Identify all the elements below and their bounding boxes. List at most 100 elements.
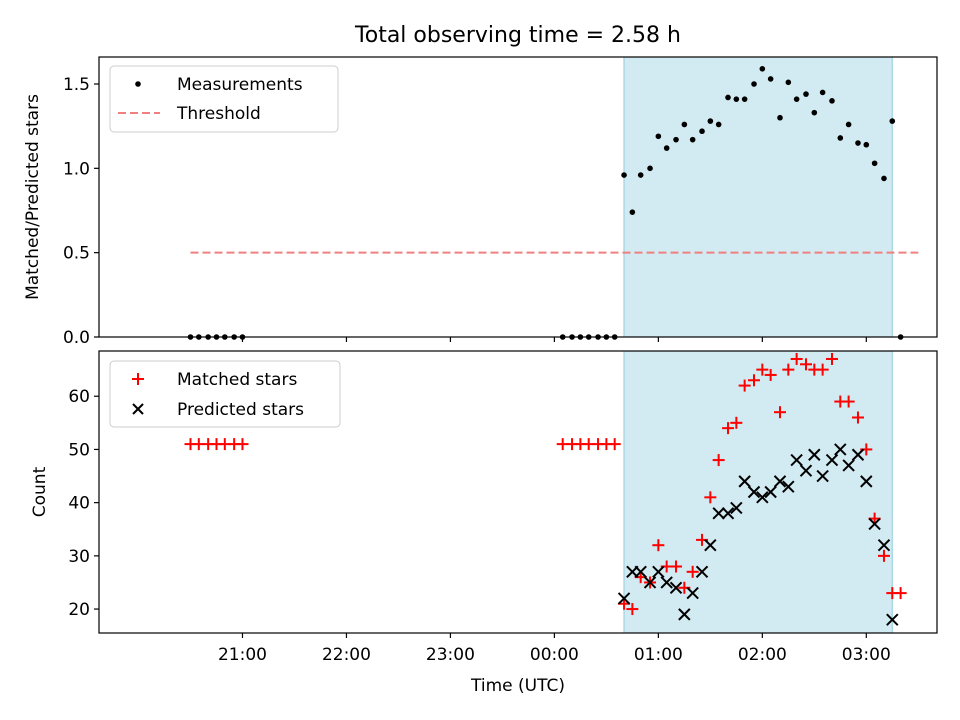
y-tick-label: 0.0 <box>63 328 90 348</box>
measurement-point <box>837 135 844 141</box>
measurement-point <box>751 81 757 87</box>
y-tick-label: 60 <box>68 387 90 407</box>
matched-star-point <box>799 358 812 371</box>
observing-window-rect <box>624 57 893 337</box>
y-tick-label: 0.5 <box>63 244 90 264</box>
x-tick-label: 21:00 <box>218 645 267 665</box>
measurement-point <box>793 96 800 102</box>
matched-star-point <box>825 352 838 365</box>
measurement-point <box>829 98 835 104</box>
matched-star-point <box>712 454 725 467</box>
measurement-point <box>785 79 792 86</box>
measurement-point <box>881 175 887 182</box>
matched-star-point <box>851 411 864 424</box>
measurement-point <box>871 160 878 167</box>
measurement-point <box>845 121 852 128</box>
bottom-x-axis-label: Time (UTC) <box>470 676 565 696</box>
legend-matched-label: Matched stars <box>177 370 297 390</box>
measurement-point <box>863 141 870 148</box>
legend-matched-marker <box>132 373 144 385</box>
measurement-point <box>759 66 766 72</box>
predicted-star-point <box>704 539 717 552</box>
matched-star-point <box>748 374 761 387</box>
predicted-star-point <box>816 469 829 483</box>
measurement-point <box>725 94 731 101</box>
matched-star-point <box>722 422 735 435</box>
bottom-panel: 20 30 40 50 60 21:00 22:00 23:00 00:00 01:00 02:0… <box>30 350 938 696</box>
measurement-point <box>699 128 705 135</box>
top-y-axis-label: Matched/Predicted stars <box>23 94 43 300</box>
top-plot-frame <box>98 56 938 338</box>
top-legend-box <box>109 65 339 133</box>
top-observing-window <box>623 57 894 337</box>
top-y-axis: 0.0 0.5 1.0 1.5 <box>63 75 99 348</box>
predicted-stars-series <box>617 443 899 626</box>
predicted-star-point <box>660 576 673 589</box>
bottom-y-axis-label: Count <box>30 466 50 517</box>
y-tick-label: 50 <box>68 440 90 460</box>
matched-star-point <box>738 379 751 392</box>
bottom-y-axis: 20 30 40 50 60 <box>68 387 99 620</box>
matched-star-point <box>626 603 639 616</box>
predicted-star-point <box>617 592 631 605</box>
measurement-point <box>767 76 774 82</box>
predicted-star-point <box>851 448 865 461</box>
measurement-point <box>811 109 818 116</box>
measurement-point <box>889 118 896 124</box>
bottom-plot-frame <box>98 350 938 634</box>
predicted-star-point <box>886 613 899 626</box>
predicted-star-point <box>695 565 709 579</box>
matched-star-point <box>894 587 907 600</box>
predicted-star-point <box>773 475 787 488</box>
predicted-star-point <box>868 517 881 531</box>
predicted-star-point <box>782 480 795 493</box>
predicted-star-point <box>643 576 657 589</box>
predicted-star-point <box>764 485 777 499</box>
matched-star-point <box>670 560 683 573</box>
measurement-point <box>621 172 627 178</box>
matched-star-point <box>774 406 787 419</box>
measurement-point <box>733 96 740 102</box>
x-tick-label: 22:00 <box>322 645 371 665</box>
measurement-point <box>707 118 714 124</box>
y-tick-label: 40 <box>68 494 90 514</box>
legend-predicted-label: Predicted stars <box>177 400 304 420</box>
predicted-star-point <box>860 475 873 488</box>
x-tick-label: 03:00 <box>842 645 891 665</box>
predicted-star-point <box>842 459 855 472</box>
matched-star-point <box>730 416 743 429</box>
measurement-point <box>629 209 636 215</box>
measurement-point <box>777 114 783 121</box>
measurement-point <box>715 121 722 128</box>
top-legend: Measurements Threshold <box>109 65 339 133</box>
matched-star-point <box>764 368 777 381</box>
top-panel: 0.0 0.5 1.0 1.5 Matched/Predicted stars Mea… <box>23 56 938 348</box>
y-tick-label: 1.5 <box>63 75 90 95</box>
x-tick-label: 23:00 <box>426 645 475 665</box>
predicted-star-point <box>834 443 847 456</box>
measurement-point <box>673 136 679 143</box>
predicted-star-point <box>747 485 761 499</box>
matched-star-point <box>790 352 803 365</box>
predicted-star-point <box>721 507 735 520</box>
measurement-point <box>741 96 748 102</box>
predicted-star-point <box>730 501 743 515</box>
measurements-series <box>187 66 904 340</box>
chart-title: Total observing time = 2.58 h <box>354 23 681 48</box>
bottom-legend: Matched stars Predicted stars <box>109 360 341 428</box>
predicted-star-point <box>799 464 813 477</box>
matched-star-point <box>816 363 829 376</box>
predicted-star-point <box>738 475 751 488</box>
matched-stars-series <box>184 352 907 616</box>
matched-star-point <box>877 549 890 562</box>
predicted-star-point <box>712 507 725 520</box>
legend-measurements-label: Measurements <box>177 75 303 95</box>
measurement-point <box>655 133 662 140</box>
predicted-star-point <box>790 453 803 467</box>
bottom-x-axis: 21:00 22:00 23:00 00:00 01:00 02:00 03:00 <box>218 633 891 665</box>
legend-measurements-marker <box>135 81 141 87</box>
predicted-star-point <box>808 448 821 461</box>
measurement-point <box>689 136 696 143</box>
measurement-point <box>855 140 861 146</box>
